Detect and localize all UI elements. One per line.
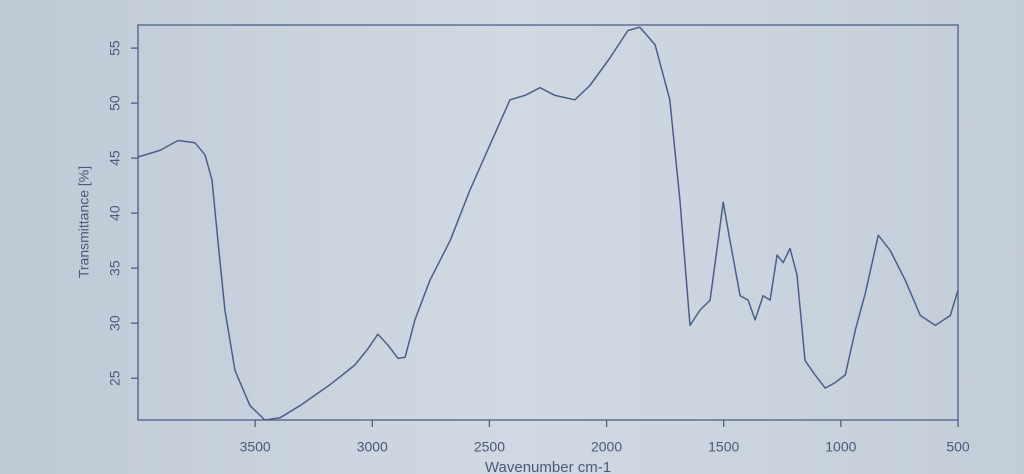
x-axis-label: Wavenumber cm-1 bbox=[485, 459, 611, 474]
y-axis-label: Transmittance [%] bbox=[76, 166, 92, 278]
y-tick-label: 30 bbox=[107, 315, 123, 331]
x-tick-label: 500 bbox=[946, 439, 970, 455]
spectrum-line bbox=[137, 26, 959, 421]
plot-frame bbox=[137, 24, 959, 421]
y-tick-label: 25 bbox=[107, 370, 123, 386]
y-tick-label: 50 bbox=[107, 95, 123, 111]
x-tick-label: 1000 bbox=[825, 439, 856, 455]
y-tick-label: 45 bbox=[107, 150, 123, 166]
x-tick-label: 2000 bbox=[591, 439, 622, 455]
x-tick-label: 1500 bbox=[708, 439, 739, 455]
x-tick-label: 3000 bbox=[357, 439, 388, 455]
y-tick-label: 40 bbox=[107, 205, 123, 221]
x-tick-label: 2500 bbox=[474, 439, 505, 455]
y-tick-label: 35 bbox=[107, 260, 123, 276]
y-tick-label: 55 bbox=[107, 40, 123, 56]
x-tick-label: 3500 bbox=[240, 439, 271, 455]
